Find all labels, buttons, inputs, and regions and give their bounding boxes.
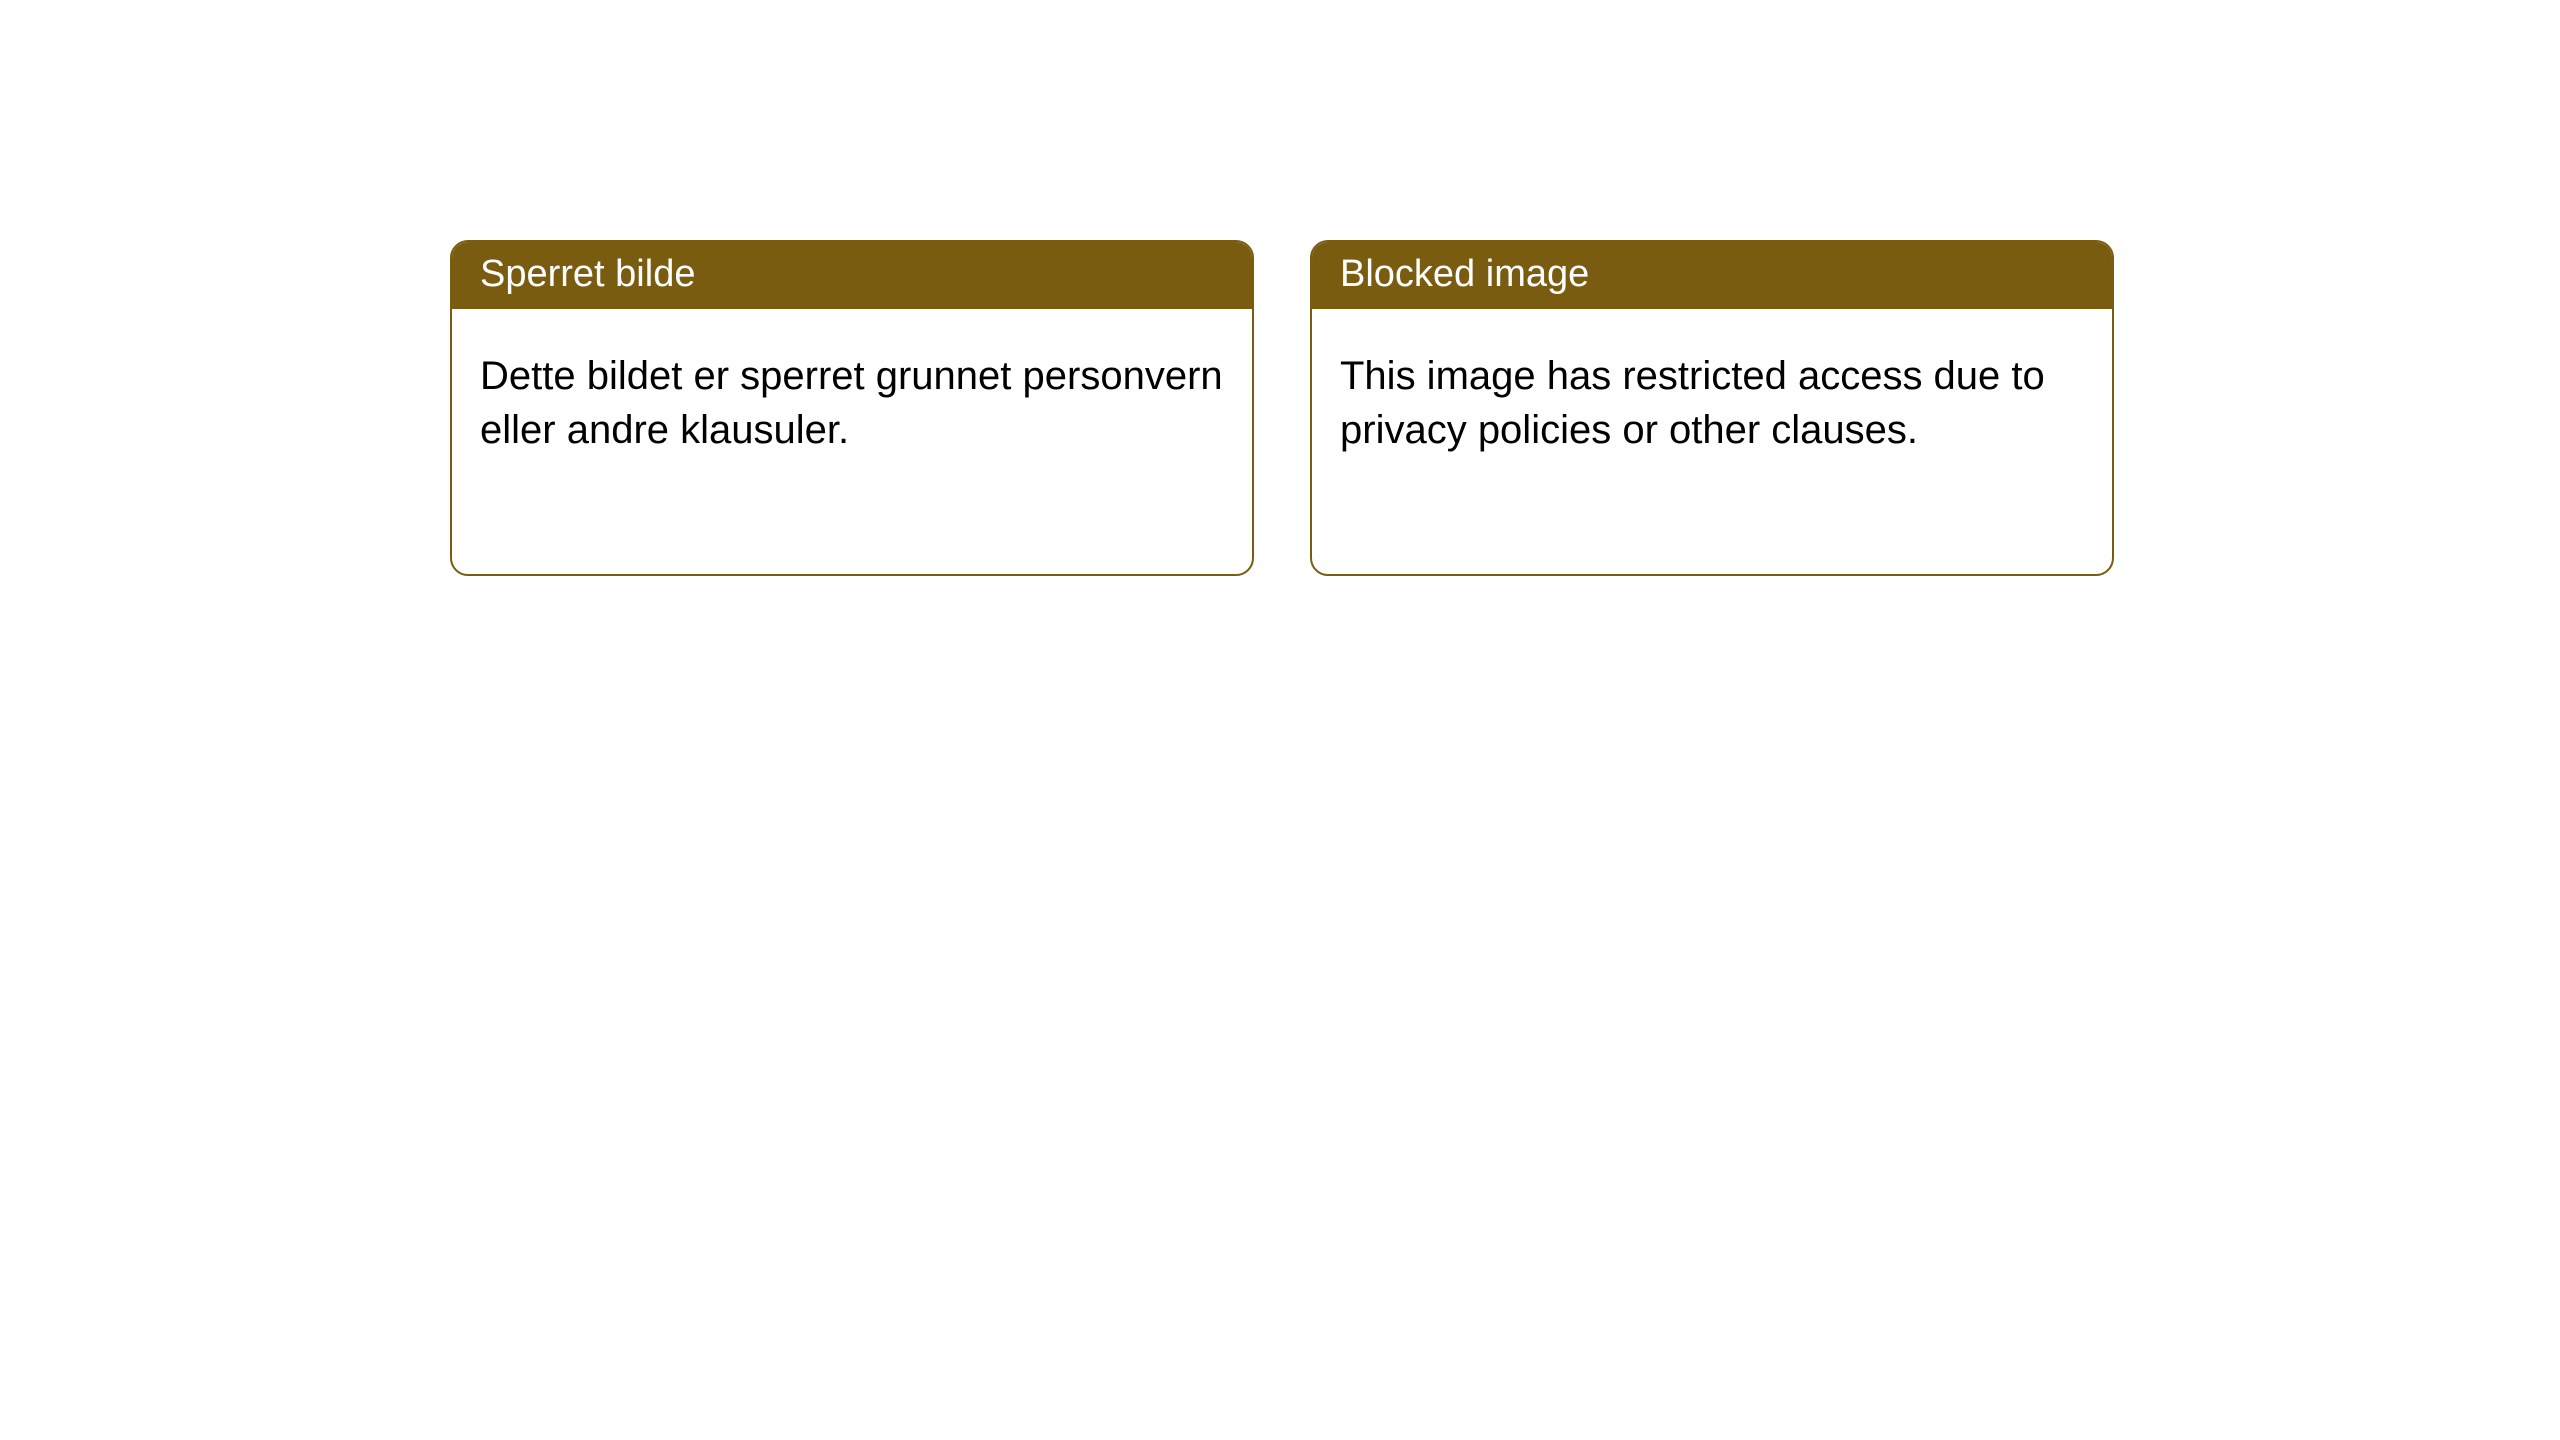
- notice-title: Sperret bilde: [480, 253, 695, 295]
- notice-body: Dette bildet er sperret grunnet personve…: [452, 309, 1252, 485]
- notice-header: Blocked image: [1312, 242, 2112, 309]
- notice-card-english: Blocked image This image has restricted …: [1310, 240, 2114, 576]
- notice-container: Sperret bilde Dette bildet er sperret gr…: [0, 0, 2560, 576]
- notice-body-text: Dette bildet er sperret grunnet personve…: [480, 354, 1223, 452]
- notice-header: Sperret bilde: [452, 242, 1252, 309]
- notice-card-norwegian: Sperret bilde Dette bildet er sperret gr…: [450, 240, 1254, 576]
- notice-body-text: This image has restricted access due to …: [1340, 354, 2045, 452]
- notice-body: This image has restricted access due to …: [1312, 309, 2112, 485]
- notice-title: Blocked image: [1340, 253, 1589, 295]
